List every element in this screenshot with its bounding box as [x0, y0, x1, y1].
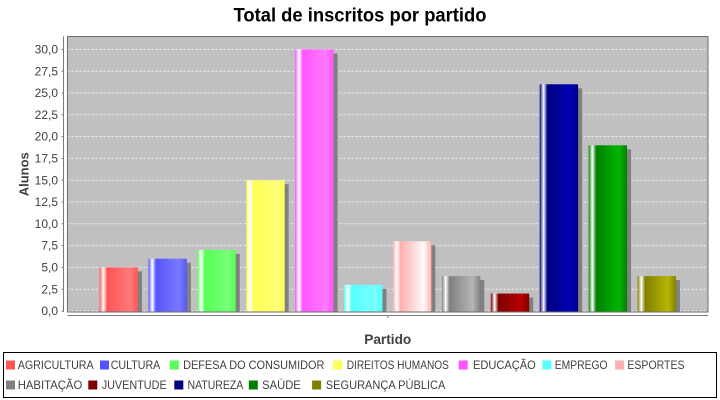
- svg-text:SEGURANÇA PÚBLICA: SEGURANÇA PÚBLICA: [326, 377, 446, 392]
- svg-text:0,0: 0,0: [41, 304, 58, 318]
- svg-text:30,0: 30,0: [35, 43, 59, 57]
- svg-text:5,0: 5,0: [41, 261, 58, 275]
- svg-text:Partido: Partido: [364, 331, 411, 347]
- svg-text:2,5: 2,5: [41, 282, 58, 296]
- svg-text:17,5: 17,5: [35, 152, 59, 166]
- svg-text:15,0: 15,0: [35, 173, 59, 187]
- svg-text:Alunos: Alunos: [17, 152, 32, 196]
- svg-text:27,5: 27,5: [35, 64, 59, 78]
- svg-text:CULTURA: CULTURA: [111, 358, 161, 372]
- svg-text:HABITAÇÃO: HABITAÇÃO: [18, 378, 83, 392]
- svg-text:25,0: 25,0: [35, 86, 59, 100]
- svg-text:EDUCAÇÃO: EDUCAÇÃO: [473, 358, 536, 372]
- svg-text:22,5: 22,5: [35, 108, 59, 122]
- svg-text:DEFESA DO CONSUMIDOR: DEFESA DO CONSUMIDOR: [183, 358, 325, 372]
- svg-text:DIREITOS HUMANOS: DIREITOS HUMANOS: [347, 358, 449, 372]
- svg-text:AGRICULTURA: AGRICULTURA: [18, 358, 94, 372]
- svg-text:20,0: 20,0: [35, 130, 59, 144]
- svg-text:ESPORTES: ESPORTES: [627, 358, 684, 372]
- svg-text:10,0: 10,0: [35, 217, 59, 231]
- svg-text:SAÚDE: SAÚDE: [262, 377, 301, 392]
- svg-text:EMPREGO: EMPREGO: [555, 358, 608, 372]
- svg-text:7,5: 7,5: [41, 239, 58, 253]
- svg-text:NATUREZA: NATUREZA: [188, 378, 244, 392]
- svg-text:JUVENTUDE: JUVENTUDE: [102, 378, 167, 392]
- svg-text:Total de inscritos por partido: Total de inscritos por partido: [234, 5, 487, 26]
- svg-text:12,5: 12,5: [35, 195, 59, 209]
